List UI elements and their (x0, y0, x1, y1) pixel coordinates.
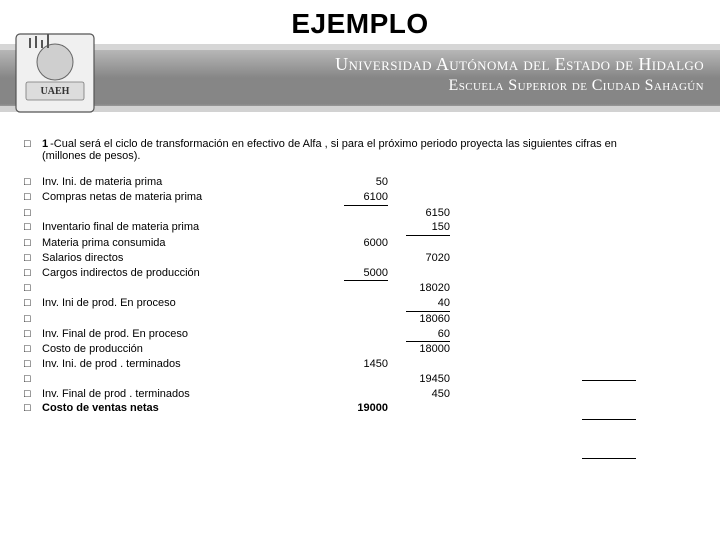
university-banner: UAEH Universidad Autónoma del Estado de … (0, 44, 720, 112)
banner-text: Universidad Autónoma del Estado de Hidal… (335, 54, 704, 95)
list-item: □Inventario final de materia prima 150 (20, 221, 696, 236)
row-label: Compras netas de materia prima (42, 191, 332, 205)
question-subtext: (millones de pesos). (42, 150, 696, 162)
bullet-icon: □ (20, 313, 42, 327)
row-label: Inv. Ini. de materia prima (42, 176, 332, 190)
bullet-icon: □ (20, 343, 42, 357)
question-row: □ 1-Cual será el ciclo de transformación… (20, 138, 696, 162)
list-item: □ 18060 (20, 313, 696, 327)
row-value-right: 18060 (394, 313, 454, 327)
bullet-icon: □ (20, 282, 42, 296)
row-value-right: 18020 (394, 282, 454, 296)
content-area: □ 1-Cual será el ciclo de transformación… (0, 138, 720, 416)
list-item: □Cargos indirectos de producción5000 (20, 267, 696, 282)
bullet-icon: □ (20, 267, 42, 281)
row-label: Inv. Ini de prod. En proceso (42, 297, 332, 311)
row-value-right: 40 (394, 297, 454, 312)
underline-icon (582, 380, 636, 381)
banner-stripe (0, 44, 720, 50)
bullet-icon: □ (20, 191, 42, 205)
row-label: Inventario final de materia prima (42, 221, 332, 235)
banner-stripe (0, 106, 720, 112)
list-item: □Salarios directos 7020 (20, 252, 696, 266)
row-label: Inv. Final de prod . terminados (42, 388, 332, 402)
question-number: 1 (42, 138, 50, 150)
row-label: Cargos indirectos de producción (42, 267, 332, 281)
row-value-right: 60 (394, 328, 454, 343)
bullet-icon: □ (20, 221, 42, 235)
bullet-icon: □ (20, 138, 42, 162)
row-value-left: 50 (332, 176, 392, 190)
emblem-label: UAEH (41, 86, 70, 97)
banner-line1: Universidad Autónoma del Estado de Hidal… (335, 54, 704, 75)
row-label: Costo de producción (42, 343, 332, 357)
row-label: Salarios directos (42, 252, 332, 266)
row-label: Inv. Final de prod. En proceso (42, 328, 332, 342)
row-label: Materia prima consumida (42, 237, 332, 251)
list-item: □ 18020 (20, 282, 696, 296)
row-value-left: 19000 (332, 402, 392, 416)
row-value-right: 6150 (394, 207, 454, 221)
row-label: Inv. Ini. de prod . terminados (42, 358, 332, 372)
list-item: □Costo de producción 18000 (20, 343, 696, 357)
row-value-right: 7020 (394, 252, 454, 266)
bullet-icon: □ (20, 328, 42, 342)
bullet-icon: □ (20, 252, 42, 266)
row-value-right: 18000 (394, 343, 454, 357)
university-emblem-icon: UAEH (10, 30, 100, 116)
bullet-icon: □ (20, 297, 42, 311)
bullet-icon: □ (20, 176, 42, 190)
row-value-right: 450 (394, 388, 454, 402)
list-item: □Inv. Final de prod. En proceso 60 (20, 328, 696, 343)
bullet-icon: □ (20, 237, 42, 251)
list-item: □Inv. Ini. de materia prima50 (20, 176, 696, 190)
bullet-icon: □ (20, 388, 42, 402)
page-title: EJEMPLO (0, 0, 720, 44)
list-item: □Inv. Ini. de prod . terminados1450 (20, 358, 696, 372)
row-value-left: 5000 (332, 267, 392, 282)
bullet-icon: □ (20, 373, 42, 387)
row-value-right: 19450 (394, 373, 454, 387)
row-value-left: 6100 (332, 191, 392, 206)
list-item: □Materia prima consumida6000 (20, 237, 696, 251)
underline-icon (582, 419, 636, 420)
underline-icon (582, 458, 636, 459)
list-item: □ 6150 (20, 207, 696, 221)
bullet-icon: □ (20, 358, 42, 372)
side-underlines (582, 380, 636, 497)
row-value-left: 6000 (332, 237, 392, 251)
list-item: □Inv. Ini de prod. En proceso 40 (20, 297, 696, 312)
row-value-left: 1450 (332, 358, 392, 372)
bullet-icon: □ (20, 402, 42, 416)
banner-line2: Escuela Superior de Ciudad Sahagún (335, 77, 704, 95)
row-label: Costo de ventas netas (42, 402, 332, 416)
bullet-icon: □ (20, 207, 42, 221)
list-item: □Compras netas de materia prima6100 (20, 191, 696, 206)
row-value-right: 150 (394, 221, 454, 236)
question-text: Cual será el ciclo de transformación en … (54, 138, 617, 150)
